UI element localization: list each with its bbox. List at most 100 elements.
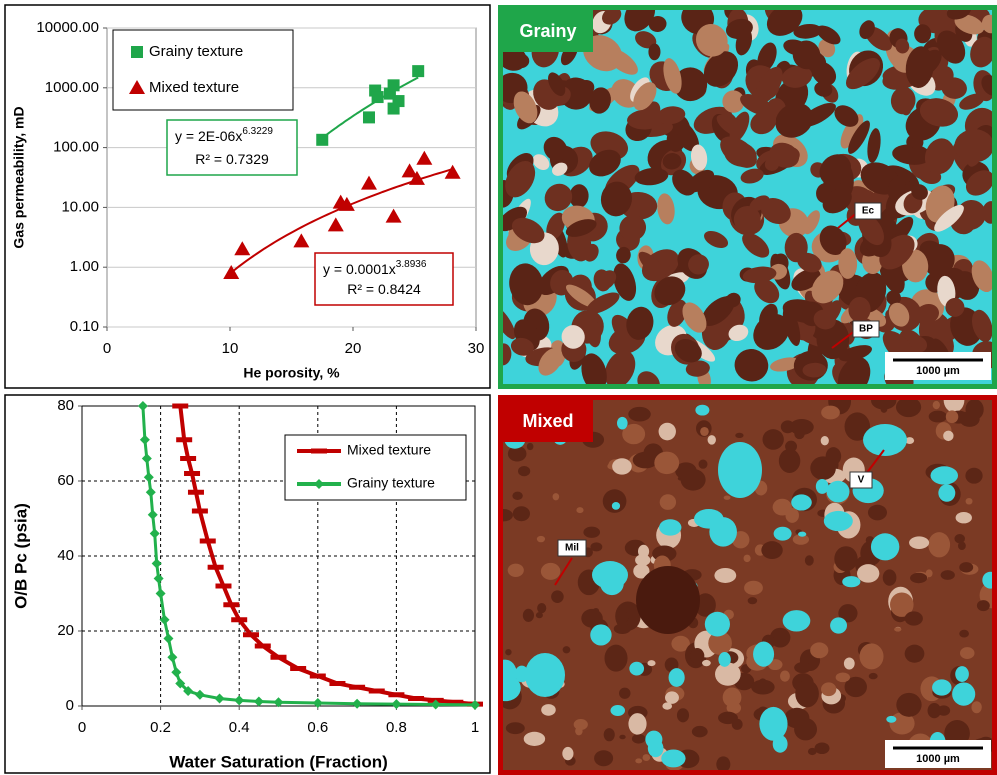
scale-label: 1000 µm [916, 753, 960, 765]
point [255, 644, 271, 649]
fleck [714, 568, 736, 583]
y-tick-label: 0.10 [70, 318, 99, 335]
fleck [523, 609, 534, 622]
point [231, 617, 247, 622]
x-tick-label: 20 [345, 340, 362, 357]
fleck [821, 406, 840, 420]
fleck [563, 646, 571, 653]
exponent: 3.8936 [396, 259, 427, 270]
pore [952, 682, 975, 705]
fleck [860, 643, 884, 669]
r2-label: R² = [195, 151, 226, 167]
equation-part: y = [175, 128, 198, 144]
legend-label: Grainy texture [347, 475, 435, 491]
x-tick-label: 0.4 [229, 719, 250, 736]
equation-part: 2E-06 [198, 128, 236, 144]
r2-value: 0.8424 [378, 281, 421, 297]
pore [718, 442, 762, 498]
fleck [638, 545, 649, 558]
fleck [614, 624, 631, 634]
fleck [834, 546, 857, 571]
fleck [805, 555, 814, 565]
fleck [541, 563, 561, 580]
fleck [954, 534, 965, 543]
fleck [941, 570, 955, 580]
fleck [512, 492, 522, 500]
pore [931, 466, 959, 484]
point [243, 632, 259, 637]
y-tick-label: 80 [57, 397, 74, 414]
pore [610, 705, 625, 716]
legend-label: Grainy texture [149, 43, 243, 60]
point [388, 692, 404, 697]
fleck [677, 708, 689, 722]
pore [871, 533, 899, 560]
fleck [836, 672, 850, 682]
pore [830, 617, 847, 633]
y-axis-label: O/B Pc (psia) [11, 503, 30, 609]
fleck [604, 728, 615, 741]
equation-part: y = [323, 261, 346, 277]
fleck [779, 449, 800, 473]
micrograph-label: Grainy [519, 21, 576, 41]
point [172, 404, 188, 409]
fleck [505, 649, 511, 655]
fleck [536, 612, 543, 618]
pore [863, 424, 907, 456]
fleck [966, 498, 973, 505]
fleck [508, 564, 524, 577]
exponent: 6.3229 [242, 126, 273, 137]
annotation: V [858, 475, 865, 486]
fleck [604, 645, 627, 672]
pore [525, 653, 565, 697]
fleck [654, 452, 679, 475]
fleck [821, 682, 836, 696]
fleck [894, 627, 901, 631]
fleck [524, 732, 545, 746]
point [215, 584, 231, 589]
fleck [716, 756, 730, 772]
fleck [518, 466, 530, 476]
fleck [537, 603, 546, 613]
fleck [928, 532, 950, 557]
fleck [960, 647, 974, 659]
x-tick-label: 30 [468, 340, 485, 357]
pore [592, 561, 628, 589]
fleck [562, 747, 573, 760]
fleck [868, 505, 887, 521]
fleck [905, 611, 923, 625]
fleck [795, 680, 819, 707]
fleck [933, 401, 940, 409]
fleck [869, 673, 878, 679]
fleck [883, 569, 897, 585]
pore [798, 532, 806, 537]
pore [938, 484, 955, 502]
pore [886, 716, 896, 723]
legend-label: Mixed texture [347, 442, 431, 458]
fleck [551, 590, 564, 603]
x-tick-label: 0 [103, 340, 111, 357]
pore [932, 679, 951, 695]
pore [659, 519, 681, 535]
fleck [926, 569, 933, 577]
fleck [699, 460, 708, 469]
point [208, 565, 224, 570]
point [349, 685, 365, 690]
pore [773, 735, 788, 753]
fleck [660, 494, 676, 510]
x-tick-label: 0.8 [386, 719, 407, 736]
legend-label: Mixed texture [149, 79, 239, 96]
point [310, 674, 326, 679]
equation-part: x [235, 128, 242, 144]
equation-part: x [389, 261, 396, 277]
pore [661, 749, 685, 767]
point [192, 509, 208, 514]
point [188, 490, 204, 495]
fleck [896, 693, 921, 717]
point [176, 437, 192, 442]
fleck [659, 423, 676, 441]
point [393, 95, 405, 107]
annotation: Ec [862, 206, 875, 217]
scale-label: 1000 µm [916, 365, 960, 377]
pore [753, 642, 774, 667]
